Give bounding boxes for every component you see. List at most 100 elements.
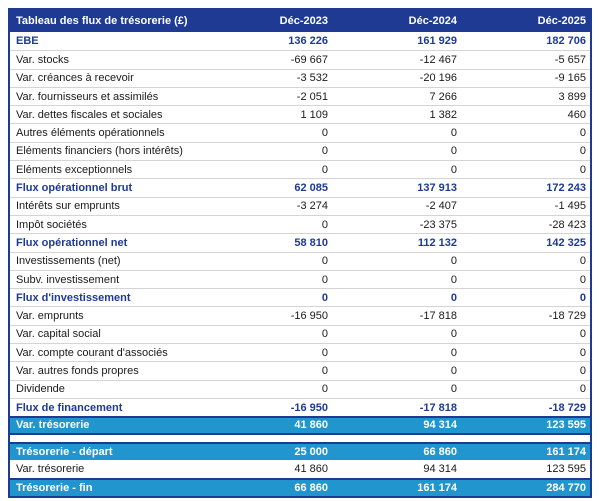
- cell-value: -17 818: [419, 401, 457, 414]
- cell-value: -18 729: [548, 401, 586, 414]
- table-title: Tableau des flux de trésorerie (£): [16, 15, 188, 27]
- cell-value: -2 051: [296, 90, 328, 103]
- row-label: Eléments financiers (hors intérêts): [16, 145, 183, 158]
- row-label: Var. stocks: [16, 53, 69, 66]
- table-row: Subv. investissement 0 0 0: [10, 269, 590, 289]
- cell-value: -16 950: [290, 401, 328, 414]
- table-row: Var. capital social 0 0 0: [10, 324, 590, 344]
- table-row: Var. fournisseurs et assimilés -2 051 7 …: [10, 86, 590, 106]
- table-row: Flux opérationnel brut 62 085 137 913 17…: [10, 178, 590, 197]
- table-row: Intérêts sur emprunts -3 274 -2 407 -1 4…: [10, 196, 590, 215]
- treasury-summary-section: Trésorerie - départ 25 000 66 860 161 17…: [10, 441, 590, 497]
- row-label: Var. autres fonds propres: [16, 364, 139, 377]
- row-label: Investissements (net): [16, 255, 121, 268]
- row-label: Dividende: [16, 383, 65, 396]
- table-row: Autres éléments opérationnels 0 0 0: [10, 123, 590, 142]
- cell-value: 25 000: [294, 445, 328, 458]
- cell-value: 0: [321, 127, 328, 140]
- row-label: Var. trésorerie: [16, 419, 90, 432]
- cell-value: 0: [579, 255, 586, 268]
- row-label: Flux de financement: [16, 401, 123, 414]
- table-row: Var. stocks -69 667 -12 467 -5 657: [10, 50, 590, 69]
- row-label: Eléments exceptionnels: [16, 163, 133, 176]
- column-header-dec-2024: Déc-2024: [408, 15, 457, 27]
- table-row: Var. emprunts -16 950 -17 818 -18 729: [10, 306, 590, 325]
- cell-value: 1 382: [429, 108, 457, 121]
- row-label: Trésorerie - départ: [16, 445, 113, 458]
- cell-value: 161 174: [417, 482, 457, 495]
- cell-value: 0: [450, 291, 457, 304]
- cell-value: 0: [450, 383, 457, 396]
- cell-value: 58 810: [294, 236, 328, 249]
- cell-value: 0: [579, 291, 586, 304]
- cell-value: 0: [450, 145, 457, 158]
- cell-value: -69 667: [290, 53, 328, 66]
- cell-value: 62 085: [294, 182, 328, 195]
- row-label: Var. capital social: [16, 328, 101, 341]
- cell-value: -2 407: [425, 200, 457, 213]
- cell-value: -17 818: [419, 310, 457, 323]
- cell-value: -23 375: [419, 218, 457, 231]
- cell-value: 1 109: [300, 108, 328, 121]
- table-row: Trésorerie - fin 66 860 161 174 284 770: [10, 478, 590, 497]
- cell-value: -12 467: [419, 53, 457, 66]
- cell-value: 123 595: [546, 419, 586, 432]
- cell-value: -9 165: [554, 72, 586, 85]
- cell-value: 0: [321, 273, 328, 286]
- cell-value: 0: [579, 127, 586, 140]
- table-row: EBE 136 226 161 929 182 706: [10, 32, 590, 51]
- table-row: Var. créances à recevoir -3 532 -20 196 …: [10, 68, 590, 87]
- cell-value: 0: [450, 255, 457, 268]
- cell-value: -28 423: [548, 218, 586, 231]
- cell-value: 0: [450, 273, 457, 286]
- cell-value: 136 226: [288, 35, 328, 48]
- cell-value: -16 950: [290, 310, 328, 323]
- cell-value: 94 314: [423, 462, 457, 475]
- cell-value: 0: [450, 127, 457, 140]
- row-label: Var. compte courant d'associés: [16, 346, 168, 359]
- cell-value: 284 770: [546, 482, 586, 495]
- table-row: Dividende 0 0 0: [10, 379, 590, 398]
- cell-value: 3 899: [558, 90, 586, 103]
- row-label: Flux opérationnel net: [16, 236, 128, 249]
- column-header-dec-2025: Déc-2025: [537, 15, 586, 27]
- cell-value: 0: [321, 163, 328, 176]
- row-label: EBE: [16, 35, 39, 48]
- row-label: Flux opérationnel brut: [16, 182, 133, 195]
- table-row: Trésorerie - départ 25 000 66 860 161 17…: [10, 441, 590, 460]
- table-row: Investissements (net) 0 0 0: [10, 251, 590, 270]
- cell-value: 0: [579, 364, 586, 377]
- cell-value: -5 657: [554, 53, 586, 66]
- cell-value: 0: [450, 364, 457, 377]
- cash-flow-table: Tableau des flux de trésorerie (£) Déc-2…: [8, 8, 592, 499]
- cell-value: 0: [450, 346, 457, 359]
- cell-value: 182 706: [546, 35, 586, 48]
- table-row: Var. compte courant d'associés 0 0 0: [10, 343, 590, 362]
- cell-value: 161 174: [546, 445, 586, 458]
- table-row: Var. trésorerie 41 860 94 314 123 595: [10, 416, 590, 435]
- row-label: Var. fournisseurs et assimilés: [16, 90, 159, 103]
- cell-value: 161 929: [417, 35, 457, 48]
- row-label: Intérêts sur emprunts: [16, 200, 120, 213]
- cell-value: 0: [579, 383, 586, 396]
- cell-value: 7 266: [429, 90, 457, 103]
- cell-value: 0: [579, 328, 586, 341]
- cell-value: -3 532: [296, 72, 328, 85]
- cell-value: 0: [450, 328, 457, 341]
- cell-value: -18 729: [548, 310, 586, 323]
- cell-value: 41 860: [294, 419, 328, 432]
- row-label: Var. dettes fiscales et sociales: [16, 108, 163, 121]
- cell-value: -20 196: [419, 72, 457, 85]
- row-label: Impôt sociétés: [16, 218, 87, 231]
- cell-value: 0: [579, 273, 586, 286]
- cell-value: 0: [321, 145, 328, 158]
- cell-value: -3 274: [296, 200, 328, 213]
- cell-value: 142 325: [546, 236, 586, 249]
- section-gap: [10, 434, 590, 442]
- table-row: Eléments financiers (hors intérêts) 0 0 …: [10, 141, 590, 161]
- table-header-row: Tableau des flux de trésorerie (£) Déc-2…: [10, 10, 590, 32]
- cell-value: 0: [321, 346, 328, 359]
- table-row: Flux de financement -16 950 -17 818 -18 …: [10, 397, 590, 417]
- row-label: Var. trésorerie: [16, 462, 85, 475]
- row-label: Flux d'investissement: [16, 291, 131, 304]
